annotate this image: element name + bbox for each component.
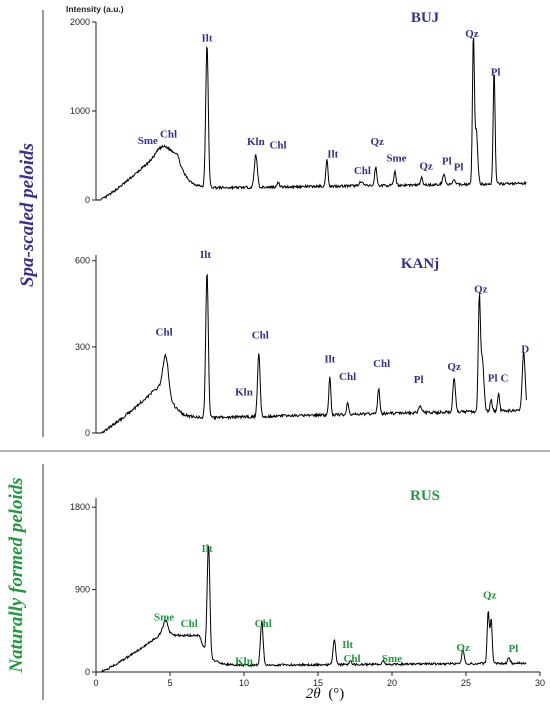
peak-label: Ilt <box>202 543 213 555</box>
y-tick-label: 900 <box>75 585 90 595</box>
diffractogram-line <box>96 545 527 673</box>
peak-label: Sme <box>138 135 158 147</box>
peak-label: Sme <box>386 153 406 165</box>
x-tick-label: 0 <box>93 678 98 688</box>
peak-label: Qz <box>447 361 461 373</box>
x-axis-symbol: 2θ <box>306 686 322 702</box>
peak-label: D <box>521 344 529 356</box>
x-axis-label: 2θ (°) <box>306 686 345 702</box>
peak-label: Chl <box>269 139 286 151</box>
peak-label: Pl <box>442 155 452 167</box>
x-axis-unit: (°) <box>328 686 344 702</box>
y-tick-label: 300 <box>75 342 90 352</box>
x-tick-label: 30 <box>535 678 545 688</box>
peak-label: Qz <box>419 161 433 173</box>
peak-label: Chl <box>354 165 371 177</box>
x-tick-label: 20 <box>387 678 397 688</box>
peak-label: Pl <box>454 162 464 174</box>
peak-label: Ilt <box>202 33 213 45</box>
diffractogram-line <box>96 37 527 201</box>
group-label-natural: Naturally formed peloids <box>6 477 27 673</box>
y-tick-label: 1800 <box>70 502 90 512</box>
peak-label: Chl <box>156 326 173 338</box>
y-tick-label: 0 <box>85 667 90 677</box>
peak-label: Chl <box>339 371 356 383</box>
peak-label: Sme <box>382 653 402 665</box>
panel-title: BUJ <box>411 10 440 26</box>
peak-label: Pl <box>414 374 424 386</box>
peak-label: Chl <box>255 618 272 630</box>
x-tick-label: 5 <box>167 678 172 688</box>
y-tick-label: 0 <box>85 195 90 205</box>
x-tick-label: 25 <box>461 678 471 688</box>
x-tick-label: 15 <box>313 678 323 688</box>
panel-title: KANj <box>401 256 439 272</box>
peak-label: Ilt <box>324 354 335 366</box>
peak-label: Kln <box>235 387 253 399</box>
peak-label: Pl <box>488 372 498 384</box>
y-tick-label: 2000 <box>70 17 90 27</box>
peak-label: Pl <box>491 66 501 78</box>
peak-label: Sme <box>154 612 174 624</box>
y-axis-label: Intensity (a.u.) <box>66 4 124 14</box>
peak-label: Chl <box>181 618 198 630</box>
x-tick-label: 10 <box>239 678 249 688</box>
panel-kanj: 0 300 600 KANj Chl Ilt Kln Chl Ilt Chl Chl Pl Qz Qz Pl… <box>75 249 529 438</box>
peak-label: Qz <box>483 590 497 602</box>
peak-label: C <box>501 372 509 384</box>
peak-label: Qz <box>465 28 479 40</box>
panel-rus: 0 900 1800 0 5 10 15 20 25 30 RUS Sme Chl Ilt Kln Chl Il… <box>70 488 545 688</box>
y-tick-label: 1000 <box>70 106 90 116</box>
peak-label: Chl <box>160 129 177 141</box>
peak-label: Ilt <box>200 249 211 261</box>
y-tick-label: 0 <box>85 428 90 438</box>
peak-label: Kln <box>247 136 265 148</box>
peak-label: Chl <box>373 358 390 370</box>
peak-label: Kln <box>235 656 253 668</box>
panel-title: RUS <box>410 488 440 504</box>
peak-label: Qz <box>474 283 488 295</box>
diffractogram-line <box>96 273 527 434</box>
peak-label: Ilt <box>342 639 353 651</box>
peak-label: Qz <box>370 136 384 148</box>
y-tick-label: 600 <box>75 256 90 266</box>
peak-label: Chl <box>252 329 269 341</box>
peak-label: Qz <box>456 642 470 654</box>
peak-label: Pl <box>508 643 518 655</box>
peak-label: Ilt <box>327 148 338 160</box>
peak-label: Chl <box>343 653 360 665</box>
group-label-spa: Spa-scaled peloids <box>17 143 38 287</box>
